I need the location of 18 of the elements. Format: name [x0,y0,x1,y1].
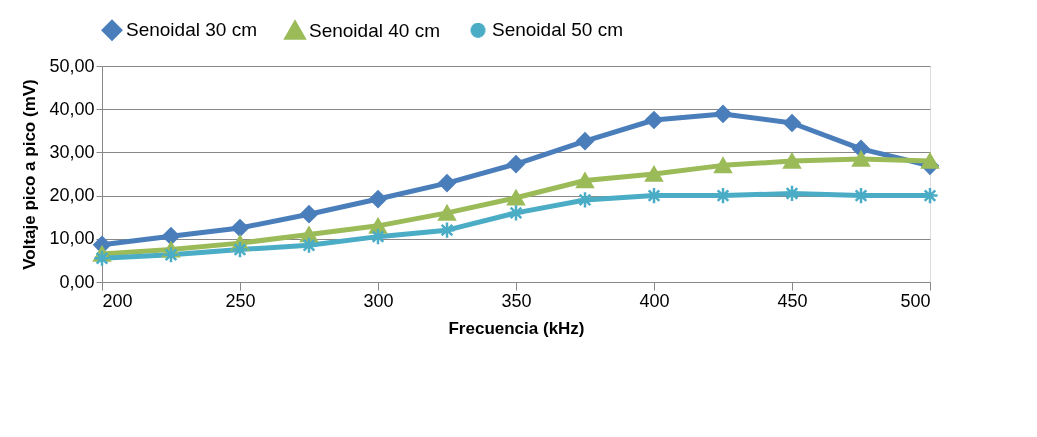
y-axis-title: Voltaje pico a pico (mV) [20,79,40,270]
y-tick-label: 10,00 [49,228,95,249]
x-tick-label: 200 [102,290,133,311]
x-tick-label: 250 [225,290,256,311]
y-tick-label: 40,00 [49,98,95,119]
legend-label: Senoidal 50 cm [492,19,623,41]
x-tick-label: 400 [639,290,670,311]
legend-label: Senoidal 30 cm [126,19,257,41]
x-tick-label: 500 [900,290,931,311]
x-axis-title: Frecuencia (kHz) [448,318,585,338]
x-tick-label: 300 [363,290,394,311]
y-tick-label: 30,00 [49,141,95,162]
x-tick-label: 350 [501,290,532,311]
legend-label: Senoidal 40 cm [309,19,440,41]
y-tick-label: 50,00 [49,55,95,76]
y-tick-label: 20,00 [49,185,95,206]
x-tick-label: 450 [777,290,808,311]
y-tick-label: 0,00 [59,271,95,292]
